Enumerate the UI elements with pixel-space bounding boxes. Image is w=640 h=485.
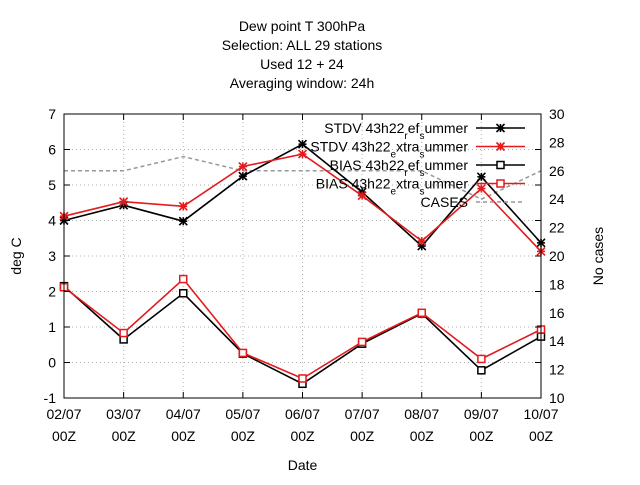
x-tick-label-hour: 00Z	[350, 428, 375, 444]
y2-tick-label: 30	[549, 106, 565, 122]
legend-label: BIAS 43h22extrasummer	[316, 176, 469, 198]
legend-label: CASES	[421, 194, 468, 210]
axes: -101234567101214161820222426283002/0700Z…	[44, 106, 565, 444]
y2-tick-label: 22	[549, 220, 565, 236]
x-tick-label-hour: 00Z	[112, 428, 137, 444]
legend-entry: STDV 43h22extrasummer	[310, 139, 525, 161]
x-tick-label-date: 09/07	[464, 406, 499, 422]
series-line	[64, 155, 542, 201]
x-tick-label-hour: 00Z	[231, 428, 256, 444]
series-point	[417, 308, 426, 318]
y2-tick-label: 10	[549, 390, 565, 406]
legend-entry: STDV 43h22refsummer	[324, 120, 525, 142]
series-point	[477, 354, 486, 364]
y2-axis-label: No cases	[590, 227, 606, 285]
legend-marker	[495, 141, 506, 152]
title-line: Selection: ALL 29 stations	[222, 37, 383, 53]
series-point	[417, 236, 427, 246]
series-point	[179, 274, 188, 284]
series-point	[238, 161, 248, 172]
series-point	[238, 171, 248, 181]
series-point	[297, 139, 308, 149]
x-tick-label-date: 10/07	[523, 406, 558, 422]
legend-marker	[496, 160, 505, 170]
legend-label: STDV 43h22extrasummer	[310, 139, 468, 161]
title-line: Dew point T 300hPa	[239, 18, 366, 34]
x-tick-label-hour: 00Z	[410, 428, 435, 444]
y2-tick-label: 28	[549, 134, 565, 150]
y2-tick-label: 14	[549, 333, 565, 349]
y-tick-label: 4	[48, 213, 56, 229]
y-tick-label: 0	[48, 355, 56, 371]
title-line: Used 12 + 24	[260, 56, 344, 72]
y-tick-label: 7	[48, 106, 56, 122]
series-point	[477, 366, 486, 375]
y2-tick-label: 12	[549, 362, 565, 378]
series-point	[179, 289, 188, 298]
x-tick-label-date: 07/07	[345, 406, 380, 422]
chart-title: Dew point T 300hPa Selection: ALL 29 stat…	[222, 18, 383, 91]
x-tick-label-hour: 00Z	[469, 428, 494, 444]
y-axis-label: deg C	[8, 237, 24, 274]
series-point	[119, 197, 129, 207]
y-tick-label: 1	[48, 319, 56, 335]
y2-tick-label: 20	[549, 248, 565, 264]
series-point	[238, 348, 248, 358]
y-tick-label: 2	[48, 284, 56, 300]
series-point	[476, 172, 486, 182]
x-axis-label: Date	[288, 457, 318, 473]
x-tick-label-hour: 00Z	[171, 428, 196, 444]
x-tick-label-hour: 00Z	[529, 428, 554, 444]
x-tick-label-date: 02/07	[46, 406, 81, 422]
series-point	[476, 183, 486, 194]
title-line: Averaging window: 24h	[230, 75, 375, 91]
x-tick-label-date: 06/07	[285, 406, 320, 422]
series-point	[178, 201, 188, 211]
legend-label: BIAS 43h22refsummer	[330, 157, 469, 179]
y2-tick-label: 16	[549, 305, 565, 321]
x-tick-label-date: 04/07	[166, 406, 201, 422]
series-point	[298, 374, 307, 383]
y2-tick-label: 24	[549, 191, 565, 207]
y2-tick-label: 26	[549, 163, 565, 179]
series-point	[297, 149, 308, 159]
y-tick-label: 5	[48, 177, 56, 193]
legend-entry: BIAS 43h22extrasummer	[316, 176, 525, 198]
series-4	[64, 155, 542, 201]
legend-label: STDV 43h22refsummer	[324, 120, 468, 142]
x-tick-label-hour: 00Z	[52, 428, 77, 444]
legend-marker	[495, 123, 506, 133]
y-tick-label: 3	[48, 248, 56, 264]
legend-marker	[496, 179, 505, 188]
y2-tick-label: 18	[549, 276, 565, 292]
series-point	[357, 337, 367, 347]
x-tick-label-date: 08/07	[404, 406, 439, 422]
series-point	[357, 191, 367, 201]
series-point	[178, 216, 188, 226]
x-tick-label-hour: 00Z	[290, 428, 315, 444]
y-tick-label: -1	[44, 390, 57, 406]
series-point	[119, 328, 128, 338]
y-tick-label: 6	[48, 142, 56, 158]
legend-entry: CASES	[421, 194, 525, 210]
x-tick-label-date: 05/07	[225, 406, 260, 422]
x-tick-label-date: 03/07	[106, 406, 141, 422]
legend-entry: BIAS 43h22refsummer	[330, 157, 525, 179]
